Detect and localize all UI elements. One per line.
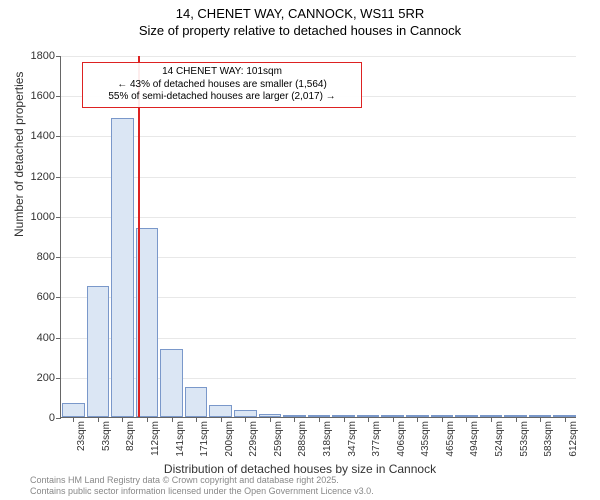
x-axis-label: Distribution of detached houses by size …: [0, 462, 600, 476]
chart-title: 14, CHENET WAY, CANNOCK, WS11 5RR Size o…: [0, 0, 600, 40]
xtick-mark: [73, 417, 74, 422]
xtick-label: 406sqm: [396, 421, 407, 457]
annotation-line1: 14 CHENET WAY: 101sqm: [89, 66, 355, 79]
xtick-mark: [442, 417, 443, 422]
xtick-mark: [221, 417, 222, 422]
footer-line1: Contains HM Land Registry data © Crown c…: [30, 475, 374, 486]
ytick-label: 1000: [31, 211, 55, 223]
xtick-label: 112sqm: [150, 421, 161, 456]
histogram-bar: [87, 286, 110, 417]
ytick-label: 800: [37, 251, 55, 263]
histogram-bar: [111, 118, 134, 417]
ytick-mark: [56, 177, 61, 178]
ytick-label: 1200: [31, 171, 55, 183]
ytick-label: 1400: [31, 130, 55, 142]
ytick-label: 1600: [31, 90, 55, 102]
xtick-mark: [196, 417, 197, 422]
xtick-mark: [122, 417, 123, 422]
xtick-mark: [417, 417, 418, 422]
xtick-label: 141sqm: [175, 421, 186, 457]
xtick-label: 377sqm: [371, 421, 382, 457]
reference-line: [138, 56, 140, 417]
ytick-mark: [56, 257, 61, 258]
xtick-label: 435sqm: [420, 421, 431, 457]
histogram-bar: [160, 349, 183, 417]
histogram-bar: [62, 403, 85, 417]
xtick-mark: [516, 417, 517, 422]
ytick-mark: [56, 136, 61, 137]
ytick-label: 400: [37, 332, 55, 344]
xtick-mark: [294, 417, 295, 422]
xtick-label: 612sqm: [568, 421, 579, 457]
xtick-label: 82sqm: [125, 421, 136, 451]
xtick-label: 53sqm: [101, 421, 112, 451]
xtick-label: 583sqm: [543, 421, 554, 457]
xtick-label: 524sqm: [494, 421, 505, 457]
ytick-mark: [56, 56, 61, 57]
ytick-label: 0: [49, 412, 55, 424]
xtick-label: 318sqm: [322, 421, 333, 457]
ytick-label: 1800: [31, 50, 55, 62]
xtick-label: 200sqm: [224, 421, 235, 457]
title-line1: 14, CHENET WAY, CANNOCK, WS11 5RR: [0, 6, 600, 23]
xtick-label: 465sqm: [445, 421, 456, 457]
xtick-label: 553sqm: [519, 421, 530, 457]
xtick-mark: [172, 417, 173, 422]
xtick-label: 23sqm: [76, 421, 87, 451]
footer-line2: Contains public sector information licen…: [30, 486, 374, 497]
ytick-mark: [56, 378, 61, 379]
ytick-mark: [56, 96, 61, 97]
xtick-mark: [540, 417, 541, 422]
reference-annotation: 14 CHENET WAY: 101sqm ← 43% of detached …: [82, 62, 362, 108]
annotation-line2: ← 43% of detached houses are smaller (1,…: [89, 79, 355, 92]
xtick-mark: [147, 417, 148, 422]
xtick-label: 259sqm: [273, 421, 284, 457]
xtick-label: 229sqm: [248, 421, 259, 457]
ytick-mark: [56, 338, 61, 339]
xtick-mark: [245, 417, 246, 422]
histogram-bar: [209, 405, 232, 417]
ytick-label: 200: [37, 372, 55, 384]
ytick-mark: [56, 418, 61, 419]
xtick-mark: [319, 417, 320, 422]
xtick-mark: [565, 417, 566, 422]
ytick-mark: [56, 217, 61, 218]
title-line2: Size of property relative to detached ho…: [0, 23, 600, 40]
histogram-bar: [185, 387, 208, 417]
xtick-label: 288sqm: [297, 421, 308, 457]
xtick-label: 347sqm: [347, 421, 358, 457]
chart-container: 14, CHENET WAY, CANNOCK, WS11 5RR Size o…: [0, 0, 600, 500]
plot-area: 02004006008001000120014001600180023sqm53…: [60, 56, 576, 418]
xtick-label: 494sqm: [469, 421, 480, 457]
footer-attribution: Contains HM Land Registry data © Crown c…: [30, 475, 374, 497]
ytick-mark: [56, 297, 61, 298]
ytick-label: 600: [37, 291, 55, 303]
xtick-label: 171sqm: [199, 421, 210, 457]
xtick-mark: [466, 417, 467, 422]
xtick-mark: [393, 417, 394, 422]
xtick-mark: [491, 417, 492, 422]
histogram-bar: [234, 410, 257, 417]
y-axis-label: Number of detached properties: [12, 72, 26, 237]
annotation-line3: 55% of semi-detached houses are larger (…: [89, 91, 355, 104]
xtick-mark: [98, 417, 99, 422]
xtick-mark: [270, 417, 271, 422]
xtick-mark: [368, 417, 369, 422]
xtick-mark: [344, 417, 345, 422]
